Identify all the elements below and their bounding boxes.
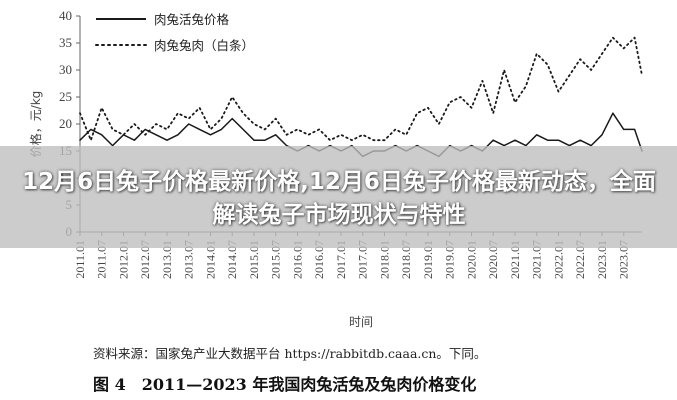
x-tick-label: 2023.01 <box>595 240 609 279</box>
legend-label-1: 肉兔活兔价格 <box>154 12 230 27</box>
x-tick-label: 2016.01 <box>290 240 304 279</box>
headline-banner <box>0 146 677 248</box>
x-tick-label: 2014.01 <box>203 240 217 279</box>
x-tick-label: 2011.01 <box>73 240 87 279</box>
y-tick-label: 30 <box>59 62 72 77</box>
x-tick-label: 2013.07 <box>182 240 196 279</box>
x-tick-label: 2016.07 <box>312 240 326 279</box>
source-note: 资料来源：国家兔产业大数据平台 https://rabbitdb.caaa.cn… <box>93 346 487 361</box>
y-tick-label: 40 <box>59 8 72 23</box>
x-tick-label: 2015.07 <box>269 240 283 279</box>
headline-overlay: 12月6日兔子价格最新价格,12月6日兔子价格最新动态，全面解读兔子市场现状与特… <box>22 169 656 228</box>
x-tick-label: 2022.01 <box>551 240 565 279</box>
x-tick-label: 2023.07 <box>617 240 631 279</box>
x-tick-label: 2011.07 <box>95 240 109 279</box>
y-tick-label: 35 <box>59 35 72 50</box>
x-tick-label: 2019.01 <box>421 240 435 279</box>
figure-caption: 图 4 2011—2023 年我国肉兔活兔及兔肉价格变化 <box>93 375 477 394</box>
x-tick-label: 2022.07 <box>573 240 587 279</box>
x-tick-label: 2012.07 <box>138 240 152 279</box>
x-tick-label: 2012.01 <box>116 240 130 279</box>
line-chart: 0510152025303540 2011.012011.072012.0120… <box>28 8 643 329</box>
legend-label-2: 肉兔兔肉（白条） <box>154 38 254 53</box>
series-lines <box>79 36 643 158</box>
x-tick-label: 2017.07 <box>356 240 370 279</box>
x-tick-label: 2021.07 <box>530 240 544 279</box>
x-axis-ticks: 2011.01 2011.07 2012.01 2012.07 2013.01 2013.… <box>73 232 631 279</box>
x-tick-label: 2017.01 <box>334 240 348 279</box>
x-tick-label: 2013.01 <box>160 240 174 279</box>
x-tick-label: 2020.01 <box>464 240 478 279</box>
x-axis-label: 时间 <box>349 315 373 329</box>
y-axis-label: 价格，元/kg <box>28 91 43 158</box>
x-tick-label: 2015.01 <box>247 240 261 279</box>
x-tick-label: 2020.07 <box>486 240 500 279</box>
x-tick-label: 2018.07 <box>399 240 413 279</box>
x-tick-label: 2019.07 <box>443 240 457 279</box>
y-tick-label: 20 <box>59 116 72 131</box>
x-tick-label: 2021.01 <box>508 240 522 279</box>
y-tick-label: 25 <box>59 89 72 104</box>
x-tick-label: 2018.01 <box>377 240 391 279</box>
series-line-2 <box>79 36 643 142</box>
x-tick-label: 2014.07 <box>225 240 239 279</box>
